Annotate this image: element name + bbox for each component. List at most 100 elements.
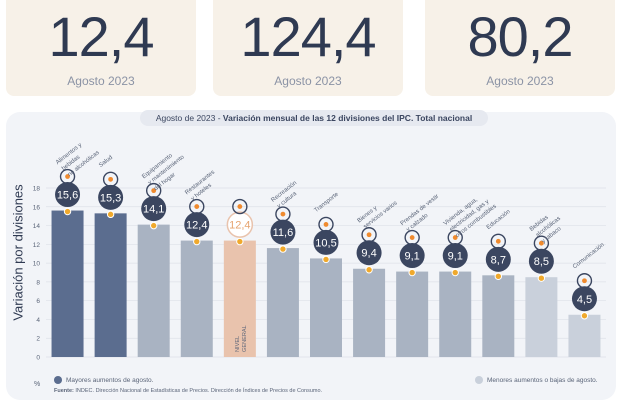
y-tick-label: 2 bbox=[36, 336, 40, 343]
value-badge bbox=[270, 219, 296, 245]
bar bbox=[51, 210, 84, 357]
y-tick-label: 6 bbox=[36, 298, 40, 305]
food-icon bbox=[59, 168, 76, 185]
value-badge bbox=[485, 246, 511, 272]
bar bbox=[396, 271, 429, 357]
beverages-icon bbox=[533, 235, 550, 251]
y-tick-label: 10 bbox=[33, 261, 41, 268]
kpi-card-1: 12,4 Agosto 2023 bbox=[6, 0, 196, 96]
restaurant-icon-accent bbox=[194, 204, 200, 209]
value-badge bbox=[313, 229, 339, 255]
y-tick-label: 14 bbox=[33, 223, 41, 230]
restaurant-icon bbox=[189, 198, 205, 215]
bar-marker bbox=[408, 268, 416, 277]
clothing-icon-accent bbox=[409, 235, 415, 240]
source-label: Fuente: bbox=[54, 388, 74, 394]
y-tick-label: 0 bbox=[36, 355, 40, 362]
recreation-icon-accent bbox=[280, 211, 286, 217]
bar-marker bbox=[63, 207, 72, 216]
value-badge bbox=[356, 240, 382, 266]
data-label: 15,6 bbox=[57, 190, 78, 202]
beverages-icon-accent bbox=[538, 240, 544, 246]
legend-major-swatch bbox=[54, 376, 62, 384]
category-label: NIVEL bbox=[235, 336, 241, 352]
source-text: INDEC. Dirección Nacional de Estadística… bbox=[73, 388, 323, 394]
chart-title-main: Variación mensual de las 12 divisiones d… bbox=[222, 113, 473, 123]
y-tick-label: 4 bbox=[36, 317, 40, 324]
kpi-label: Agosto 2023 bbox=[67, 74, 135, 88]
recreation-icon bbox=[275, 206, 291, 222]
legend-major-label: Mayores aumentos de agosto. bbox=[66, 376, 154, 384]
value-badge bbox=[528, 248, 554, 274]
shopping-basket-icon-accent bbox=[237, 204, 243, 209]
y-tick-label: 18 bbox=[33, 186, 41, 193]
bar-marker bbox=[537, 274, 546, 282]
data-label: 14,1 bbox=[143, 204, 164, 216]
category-label: Comunicación bbox=[572, 242, 606, 270]
kpi-card-3: 80,2 Agosto 2023 bbox=[425, 0, 615, 96]
data-label: 9,1 bbox=[405, 251, 420, 263]
legend-minor-label: Menores aumentos o bajas de agosto. bbox=[487, 376, 598, 384]
bar bbox=[353, 268, 386, 357]
bar-marker bbox=[580, 312, 589, 320]
category-label: Salud bbox=[98, 155, 114, 169]
education-icon bbox=[490, 233, 507, 250]
data-label: 15,3 bbox=[100, 192, 121, 204]
value-badge bbox=[226, 211, 254, 238]
transport-icon-accent bbox=[323, 222, 329, 227]
communication-icon bbox=[576, 273, 593, 289]
value-badge bbox=[184, 212, 210, 238]
chart-title-date: Agosto de 2023 - bbox=[155, 113, 223, 123]
y-tick-label: 8 bbox=[36, 279, 40, 286]
unit-label: % bbox=[34, 381, 40, 388]
y-tick-label: 16 bbox=[33, 204, 41, 211]
kpi-label: Agosto 2023 bbox=[274, 74, 342, 88]
food-icon-accent bbox=[65, 174, 70, 179]
bar-marker bbox=[279, 245, 287, 253]
bar bbox=[266, 248, 299, 357]
bar bbox=[94, 213, 127, 357]
housing-icon bbox=[447, 229, 463, 246]
communication-icon-accent bbox=[582, 278, 587, 284]
bar bbox=[137, 224, 170, 357]
shopping-basket-icon bbox=[232, 198, 248, 215]
bar-marker bbox=[106, 210, 115, 219]
value-badge bbox=[55, 182, 81, 208]
data-label: 12,4 bbox=[186, 220, 207, 232]
services-icon-accent bbox=[366, 232, 372, 238]
bar-marker bbox=[193, 237, 201, 246]
data-label: 10,5 bbox=[315, 237, 336, 249]
data-label: 4,5 bbox=[577, 294, 592, 306]
category-label: Transporte bbox=[314, 191, 341, 214]
value-badge bbox=[442, 243, 468, 269]
bar bbox=[439, 271, 472, 357]
health-icon bbox=[102, 171, 119, 188]
category-label: GENERAL bbox=[242, 325, 248, 352]
legend-minor: Menores aumentos o bajas de agosto. bbox=[475, 376, 598, 384]
housing-icon-accent bbox=[452, 235, 458, 240]
data-label: 11,6 bbox=[273, 227, 294, 239]
data-label: 8,5 bbox=[534, 256, 549, 268]
bar-marker bbox=[451, 268, 459, 277]
value-badge bbox=[571, 286, 597, 312]
data-label: 12,4 bbox=[229, 220, 250, 232]
kpi-value: 124,4 bbox=[240, 5, 376, 68]
data-label: 9,4 bbox=[361, 248, 376, 260]
value-badge bbox=[141, 196, 167, 222]
value-badge bbox=[399, 243, 425, 269]
bar bbox=[180, 240, 213, 357]
kpi-label: Agosto 2023 bbox=[486, 74, 554, 88]
legend-minor-swatch bbox=[475, 376, 483, 384]
data-label: 8,7 bbox=[491, 254, 506, 266]
education-icon-accent bbox=[495, 238, 501, 244]
kpi-value: 12,4 bbox=[48, 5, 155, 68]
home-appliance-icon bbox=[145, 182, 162, 199]
data-label: 9,1 bbox=[448, 251, 463, 263]
bar bbox=[310, 258, 342, 357]
bar-marker bbox=[322, 255, 330, 264]
clothing-icon bbox=[404, 229, 420, 246]
bar bbox=[568, 314, 601, 357]
bar bbox=[525, 277, 558, 357]
bar-marker bbox=[236, 237, 244, 246]
